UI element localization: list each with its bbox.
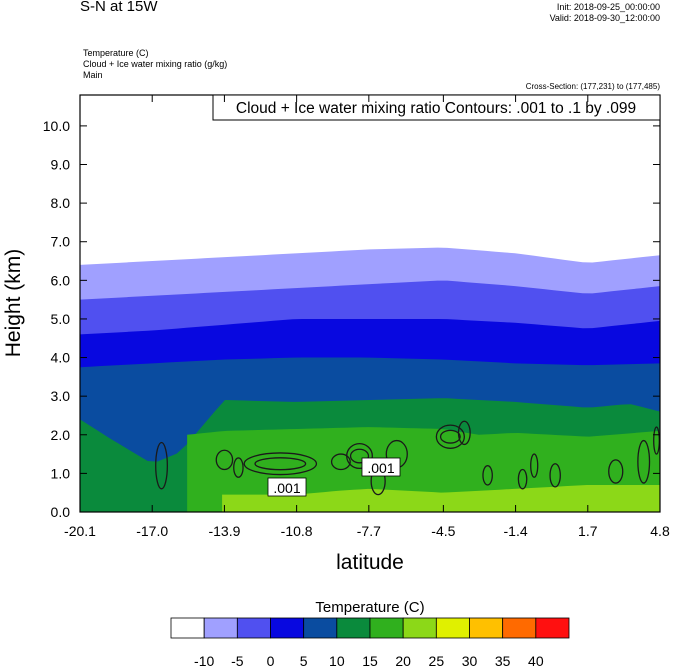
colorbar: -10 -5 0 5 10 15 20 25 30 35 40 [170, 617, 570, 668]
cloud-contour-line [254, 457, 307, 471]
cloud-contour-line [330, 453, 351, 471]
cloud-contour-line [608, 459, 624, 484]
x-tick-label: -20.1 [64, 523, 96, 539]
colorbar-swatch [535, 617, 570, 639]
cloud-contour-line [517, 468, 528, 490]
y-tick-label: 8.0 [51, 195, 71, 211]
x-axis: -20.1 -17.0 -13.9 -10.8 -7.7 -4.5 -1.4 1.7 4.8 [64, 95, 670, 539]
x-tick-label: -1.4 [504, 523, 528, 539]
colorbar-swatch [469, 617, 504, 639]
field-label-temperature: Temperature (C) [83, 48, 149, 58]
cloud-contour-label: .001 [361, 457, 401, 477]
colorbar-swatch [336, 617, 371, 639]
y-tick-label: 9.0 [51, 157, 71, 173]
x-tick-label: 4.8 [650, 523, 670, 539]
x-tick-label: -4.5 [431, 523, 455, 539]
cloud-contour-line [155, 441, 168, 490]
plot-title: S-N at 15W [80, 0, 158, 15]
x-tick-label: -10.8 [281, 523, 313, 539]
x-tick-label: -7.7 [357, 523, 381, 539]
colorbar-swatch [435, 617, 470, 639]
contour-info-box: Cloud + Ice water mixing ratio Contours:… [212, 94, 661, 121]
contour-info-text: Cloud + Ice water mixing ratio Contours:… [236, 100, 636, 117]
colorbar-swatch [170, 617, 205, 639]
colorbar-level-label: -5 [231, 653, 244, 668]
y-tick-label: 5.0 [51, 311, 71, 327]
colorbar-swatch [369, 617, 404, 639]
cloud-contour-line [215, 449, 234, 471]
colorbar-swatch [270, 617, 305, 639]
colorbar-swatch [303, 617, 338, 639]
cloud-contour-line [549, 463, 561, 488]
cloud-contour-label-text: .001 [273, 480, 300, 496]
colorbar-level-label: 25 [429, 653, 445, 668]
colorbar-level-label: 5 [300, 653, 308, 668]
y-tick-label: 2.0 [51, 427, 71, 443]
cloud-contour-line [530, 453, 539, 478]
cloud-contour-line [637, 439, 651, 484]
init-time: Init: 2018-09-25_00:00:00 [556, 2, 660, 12]
cloud-contour-line [243, 452, 318, 476]
field-label-main: Main [83, 70, 103, 80]
y-tick-label: 1.0 [51, 465, 71, 481]
colorbar-swatch [203, 617, 238, 639]
x-tick-label: -17.0 [136, 523, 168, 539]
colorbar-swatch [236, 617, 271, 639]
colorbar-level-label: 20 [395, 653, 411, 668]
cloud-contour-line [439, 429, 461, 444]
temperature-fill [80, 247, 660, 512]
x-tick-label: 1.7 [578, 523, 598, 539]
cloud-contour-line [653, 426, 660, 455]
cloud-contour-line [457, 420, 471, 446]
cloud-contour-line [435, 424, 465, 449]
field-label-cloud-ice: Cloud + Ice water mixing ratio (g/kg) [83, 59, 228, 69]
x-tick-label: -13.9 [208, 523, 240, 539]
colorbar-title: Temperature (C) [315, 599, 424, 616]
y-tick-label: 7.0 [51, 234, 71, 250]
valid-time: Valid: 2018-09-30_12:00:00 [549, 13, 660, 23]
cloud-contour-label: .001 [267, 477, 307, 497]
y-tick-label: 6.0 [51, 272, 71, 288]
colorbar-level-label: -10 [194, 653, 214, 668]
y-tick-label: 0.0 [51, 504, 71, 520]
cloud-contour-line [233, 457, 244, 478]
y-axis: 0.0 1.0 2.0 3.0 4.0 5.0 6.0 7.0 8.0 9.0 10.0 [43, 118, 660, 520]
colorbar-swatch [402, 617, 437, 639]
cloud-contour-line [482, 465, 493, 486]
colorbar-level-label: 0 [267, 653, 275, 668]
colorbar-level-label: 35 [495, 653, 511, 668]
y-tick-label: 10.0 [43, 118, 70, 134]
cloud-contour-label-text: .001 [367, 460, 394, 476]
colorbar-swatch [502, 617, 537, 639]
cross-section-label: Cross-Section: (177,231) to (177,485) [525, 82, 660, 91]
cloud-contour-line [349, 448, 370, 464]
x-axis-label: latitude [336, 551, 404, 574]
y-tick-label: 3.0 [51, 388, 71, 404]
y-tick-label: 4.0 [51, 350, 71, 366]
colorbar-level-label: 15 [362, 653, 378, 668]
colorbar-level-label: 30 [462, 653, 478, 668]
temp-band-25-to-30 [222, 484, 660, 512]
colorbar-level-label: 10 [329, 653, 345, 668]
y-axis-label: Height (km) [2, 249, 25, 358]
colorbar-level-label: 40 [528, 653, 544, 668]
